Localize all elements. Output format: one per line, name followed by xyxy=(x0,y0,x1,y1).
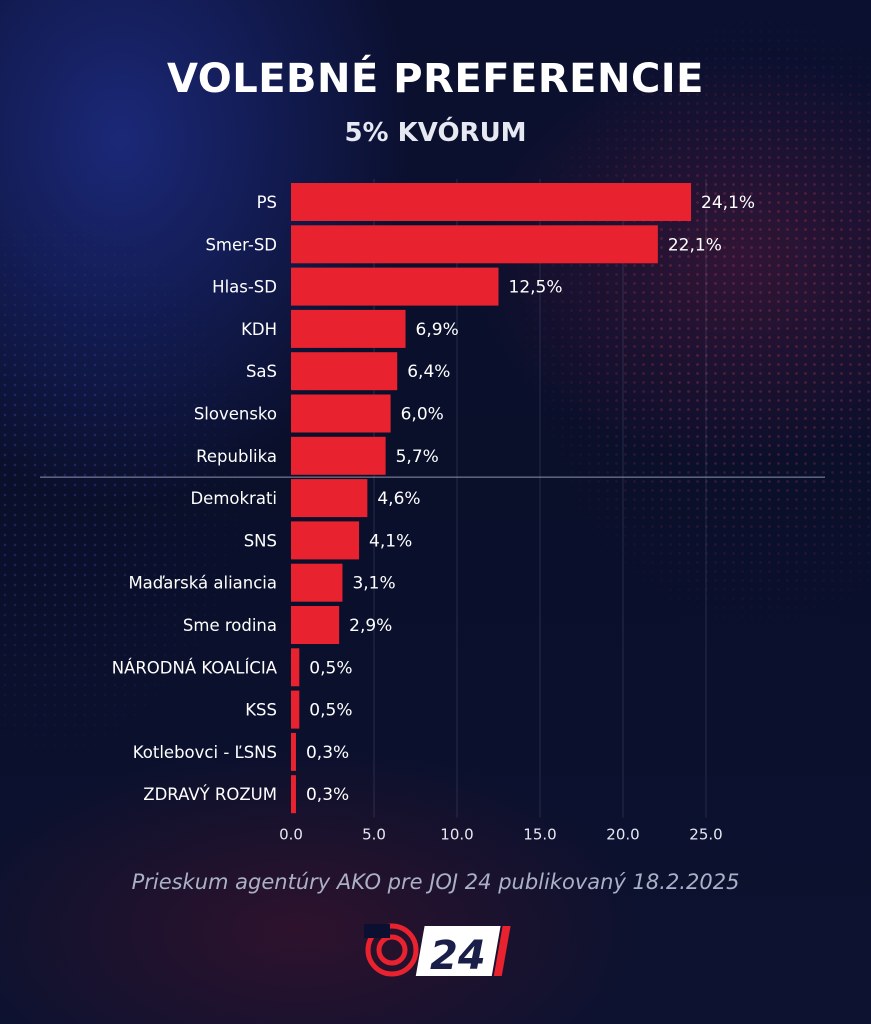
chart-subtitle: 5% KVÓRUM xyxy=(344,118,527,148)
bar xyxy=(291,309,406,348)
bar xyxy=(291,521,360,560)
source-footnote: Prieskum agentúry AKO pre JOJ 24 publiko… xyxy=(131,870,740,894)
joj24-logo: 24 xyxy=(364,923,511,979)
x-tick-label: 15.0 xyxy=(523,826,556,844)
bar xyxy=(291,267,499,306)
joj-circle-logo-icon xyxy=(364,923,419,977)
value-label: 0,3% xyxy=(306,743,349,763)
bar xyxy=(291,732,296,771)
category-label: ZDRAVÝ ROZUM xyxy=(143,785,277,804)
category-label: KDH xyxy=(241,320,277,339)
category-label: SaS xyxy=(246,362,277,381)
category-label: Sme rodina xyxy=(183,616,277,635)
bar xyxy=(291,225,658,264)
value-label: 6,9% xyxy=(416,320,459,340)
value-label: 6,0% xyxy=(401,405,444,425)
bar-chart: 0.0 5.0 10.0 15.0 20.0 25.0 PS 24,1% Smer-SD 22,1… xyxy=(40,179,825,844)
x-tick-label: 25.0 xyxy=(689,826,722,844)
category-label: KSS xyxy=(245,701,277,720)
value-label: 12,5% xyxy=(509,278,563,298)
bar xyxy=(291,479,368,518)
category-label: Demokrati xyxy=(190,489,277,508)
logo-text: 24 xyxy=(430,933,486,979)
bar xyxy=(291,775,296,814)
category-label: Hlas-SD xyxy=(212,278,277,297)
value-label: 5,7% xyxy=(396,447,439,467)
value-label: 22,1% xyxy=(668,235,722,255)
category-label: NÁRODNÁ KOALÍCIA xyxy=(112,658,278,677)
bar xyxy=(291,648,300,687)
value-label: 4,1% xyxy=(369,531,412,551)
value-label: 4,6% xyxy=(377,489,420,509)
category-label: Slovensko xyxy=(194,405,277,424)
bar xyxy=(291,352,398,391)
value-label: 6,4% xyxy=(407,362,450,382)
category-label: Republika xyxy=(196,447,277,466)
value-label: 24,1% xyxy=(701,193,755,213)
value-label: 0,5% xyxy=(309,658,352,678)
category-label: Kotlebovci - ĽSNS xyxy=(133,743,277,762)
value-label: 3,1% xyxy=(352,574,395,594)
value-label: 0,5% xyxy=(309,701,352,721)
bar xyxy=(291,606,340,644)
value-label: 2,9% xyxy=(349,616,392,636)
bar xyxy=(291,563,343,602)
bar xyxy=(291,394,391,433)
chart-title: VOLEBNÉ PREFERENCIE xyxy=(166,56,705,102)
x-tick-label: 20.0 xyxy=(606,826,639,844)
category-label: PS xyxy=(257,193,277,212)
category-label: SNS xyxy=(244,531,277,550)
category-label: Maďarská aliancia xyxy=(128,574,277,593)
x-tick-label: 5.0 xyxy=(362,826,386,844)
bar xyxy=(291,690,300,729)
bar xyxy=(291,436,386,475)
logo-accent xyxy=(493,926,511,976)
x-tick-label: 10.0 xyxy=(440,826,473,844)
bar xyxy=(291,183,692,221)
x-tick-label: 0.0 xyxy=(279,826,303,844)
value-label: 0,3% xyxy=(306,785,349,805)
category-label: Smer-SD xyxy=(205,235,277,254)
logo-badge xyxy=(415,926,501,976)
